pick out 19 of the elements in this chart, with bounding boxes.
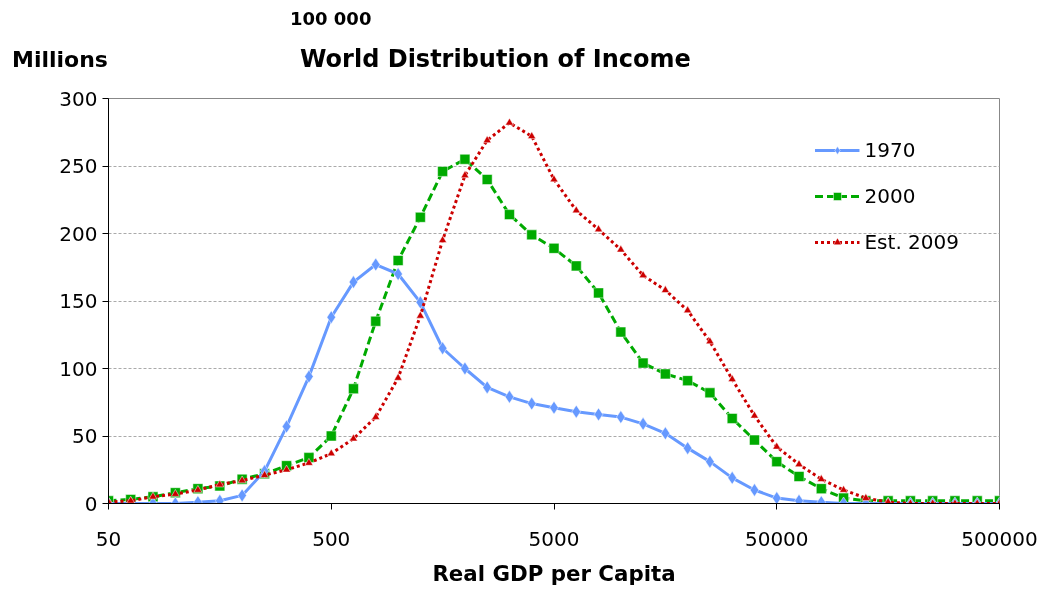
y-tick-label: 150: [59, 289, 98, 313]
x-tick-label: 50000: [744, 526, 809, 551]
x-tick-label: 500: [312, 526, 351, 551]
y-tick-label: 100: [59, 356, 98, 381]
y-tick-label: 200: [59, 221, 98, 246]
legend-label: Est. 2009: [864, 230, 959, 254]
y-tick-label: 300: [59, 86, 98, 111]
x-axis-title: Real GDP per Capita: [432, 560, 676, 586]
legend-label: 1970: [864, 138, 916, 162]
chart-title: World Distribution of Income: [300, 44, 691, 75]
x-tick-label: 5000: [528, 526, 580, 551]
y-tick-label: 50: [72, 424, 98, 448]
y-tick-label: 0: [84, 491, 98, 516]
x-tick-label: 500000: [961, 526, 1038, 551]
y-tick-label: 250: [59, 154, 98, 178]
x-tick-label: 50: [95, 526, 122, 551]
text: 100 000: [290, 7, 372, 31]
y-axis-title: Millions: [12, 46, 108, 74]
legend-label: 2000: [864, 184, 916, 208]
